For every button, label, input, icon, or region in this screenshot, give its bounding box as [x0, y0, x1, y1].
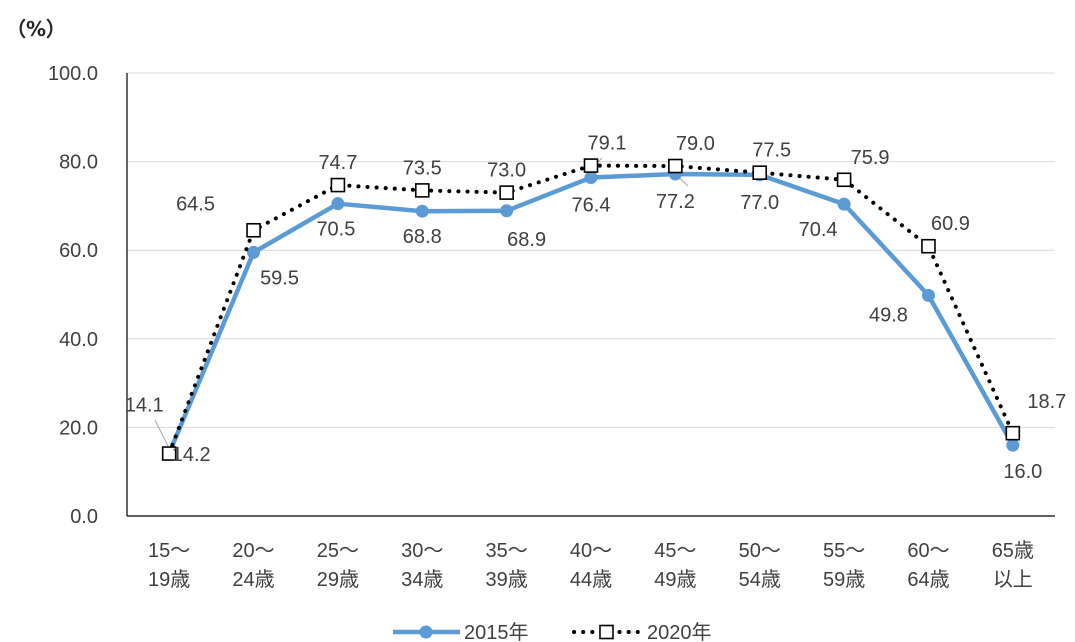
series-2015-point: [1006, 438, 1020, 452]
x-tick-label: 24歳: [232, 568, 274, 591]
x-tick-label: 30～: [401, 540, 443, 562]
data-label-2020: 79.0: [676, 133, 715, 155]
y-unit-label: （%）: [6, 17, 67, 41]
x-tick-label: 25～: [317, 540, 359, 562]
data-label-2015: 16.0: [1003, 461, 1042, 483]
series-2015-point: [921, 288, 935, 302]
series-2020-point: [499, 185, 514, 200]
x-tick-label: 65歳: [992, 539, 1034, 562]
data-label-2020: 60.9: [931, 213, 970, 235]
series-2020-point: [921, 238, 936, 254]
x-tick-label: 54歳: [739, 568, 781, 591]
legend-2020-label: 2020年: [647, 621, 712, 642]
series-2020-point: [414, 183, 430, 198]
series-2020-point: [583, 158, 599, 173]
x-tick-label: 55～: [823, 540, 865, 562]
series-2020-point: [668, 158, 683, 174]
series-2020-point: [246, 222, 261, 238]
x-tick-label: 19歳: [148, 568, 190, 591]
data-label-2020: 73.5: [403, 157, 442, 179]
x-tick-label: 60～: [907, 540, 949, 562]
data-label-2015: 49.8: [869, 304, 908, 326]
legend-2015-marker: [419, 625, 433, 639]
x-tick-label: 40～: [570, 540, 612, 562]
data-label-2020: 18.7: [1027, 391, 1066, 413]
label-leader-line: [154, 419, 169, 447]
data-label-2015: 14.2: [172, 444, 211, 466]
series-2015-point: [584, 171, 598, 185]
x-tick-label: 35～: [486, 540, 528, 562]
y-tick-label: 20.0: [59, 417, 98, 439]
y-tick-label: 60.0: [59, 240, 98, 262]
x-tick-label: 39歳: [486, 568, 528, 591]
data-label-2020: 14.1: [125, 395, 164, 417]
x-tick-label: 29歳: [317, 568, 359, 591]
data-label-2015: 77.0: [740, 192, 779, 214]
data-label-2020: 64.5: [176, 193, 215, 215]
legend-2020-marker: [599, 624, 614, 640]
series-2015-point: [500, 204, 514, 218]
series-2015-point: [247, 245, 261, 259]
x-tick-label: 49歳: [654, 568, 696, 591]
data-label-2020: 79.1: [588, 133, 627, 155]
x-tick-label: 以上: [993, 568, 1033, 591]
series-2015-point: [331, 197, 345, 211]
series-2020-point: [1005, 425, 1021, 441]
data-label-2015: 77.2: [656, 191, 695, 213]
series-2020-point: [161, 446, 177, 461]
y-tick-label: 0.0: [70, 506, 98, 528]
y-tick-label: 40.0: [59, 329, 98, 351]
x-tick-label: 50～: [739, 540, 781, 562]
series-2020-point: [836, 172, 852, 188]
x-tick-label: 45～: [654, 540, 696, 562]
x-tick-label: 20～: [232, 540, 274, 562]
series-2020-point: [330, 177, 346, 193]
y-tick-label: 100.0: [48, 63, 98, 85]
data-label-2015: 70.4: [799, 219, 838, 241]
data-label-2020: 75.9: [851, 147, 890, 169]
data-label-2015: 70.5: [316, 219, 355, 241]
legend-2015-label: 2015年: [464, 621, 529, 642]
data-label-2015: 68.9: [507, 229, 546, 251]
x-tick-label: 34歳: [401, 568, 443, 591]
series-2020-point: [752, 165, 768, 180]
data-label-2015: 76.4: [572, 195, 611, 217]
data-label-2015: 59.5: [260, 267, 299, 289]
x-tick-label: 44歳: [570, 568, 612, 591]
x-tick-label: 15～: [148, 540, 190, 562]
data-label-2020: 73.0: [487, 160, 526, 182]
data-label-2020: 74.7: [318, 152, 357, 174]
series-2015-point: [837, 197, 851, 211]
y-tick-label: 80.0: [59, 152, 98, 174]
series-2015-point: [415, 204, 429, 218]
data-label-2015: 68.8: [403, 226, 442, 248]
x-tick-label: 64歳: [907, 568, 949, 591]
x-tick-label: 59歳: [823, 568, 865, 591]
data-label-2020: 77.5: [752, 140, 791, 162]
